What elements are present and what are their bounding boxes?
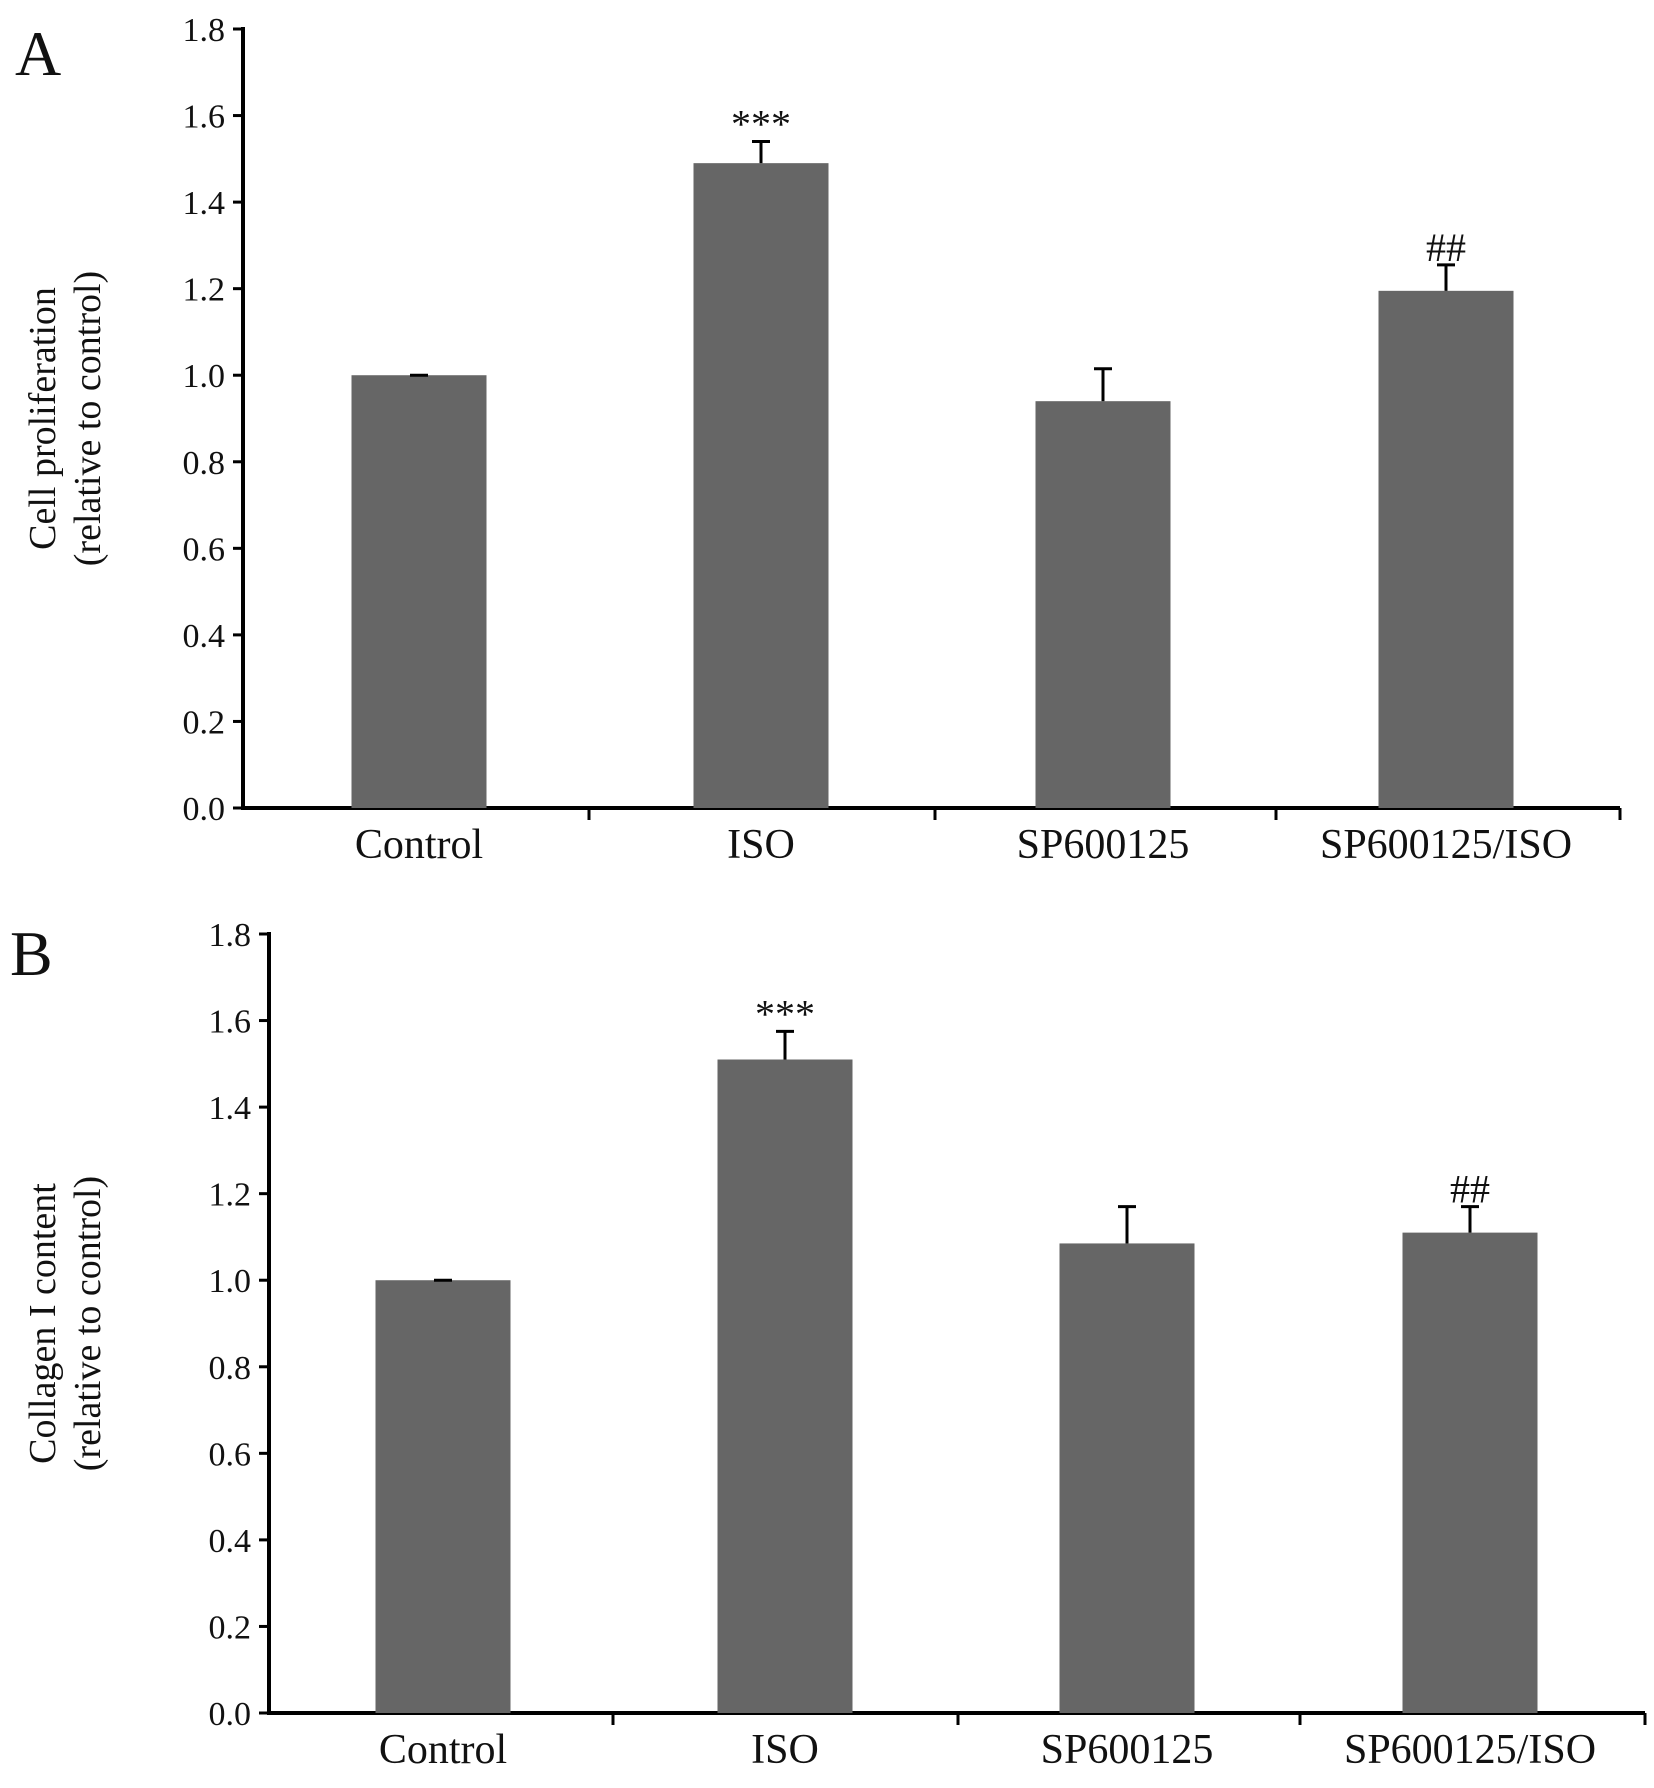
panel-b: B Collagen I content (relative to control)… (10, 917, 1647, 1773)
y-tick-label: 1.0 (209, 1263, 252, 1300)
y-tick-label: 1.4 (183, 185, 226, 222)
y-axis-label-units: (relative to control) (67, 271, 109, 566)
panel-label: A (15, 18, 61, 89)
bar-control (375, 1280, 511, 1713)
x-tick-label: SP600125 (1041, 1727, 1214, 1773)
y-tick-label: 0.0 (209, 1696, 252, 1733)
x-tick-label: ISO (751, 1727, 819, 1773)
y-tick-label: 0.4 (183, 618, 226, 655)
y-tick-label: 0.6 (183, 531, 226, 568)
y-tick-label: 1.8 (183, 12, 226, 49)
y-tick-label: 0.0 (183, 791, 226, 828)
y-tick-label: 1.6 (209, 1004, 252, 1041)
x-tick-label: ISO (727, 822, 795, 868)
bar-sp600125-iso (1378, 290, 1514, 808)
panel-label: B (10, 918, 53, 989)
y-tick-label: 1.6 (183, 99, 226, 136)
x-tick-label: Control (379, 1727, 507, 1773)
significance-marker: *** (755, 991, 815, 1036)
y-tick-label: 0.4 (209, 1523, 252, 1560)
x-tick-label: SP600125/ISO (1344, 1727, 1596, 1773)
y-axis-label: Collagen I content (22, 1183, 64, 1464)
y-axis-label-units: (relative to control) (67, 1176, 109, 1471)
bar-control (351, 375, 487, 808)
x-tick-label: Control (355, 822, 483, 868)
y-tick-label: 0.6 (209, 1436, 252, 1473)
y-tick-label: 0.8 (209, 1350, 252, 1387)
y-tick-label: 1.4 (209, 1090, 252, 1127)
significance-marker: ## (1450, 1167, 1490, 1212)
panel-a: A Cell proliferation (relative to control)… (15, 12, 1622, 868)
y-tick-label: 0.8 (183, 445, 226, 482)
y-tick-label: 0.2 (183, 704, 226, 741)
y-tick-label: 1.8 (209, 917, 252, 954)
y-tick-label: 1.2 (183, 272, 226, 309)
y-tick-label: 1.2 (209, 1177, 252, 1214)
significance-marker: ## (1426, 225, 1466, 270)
x-tick-label: SP600125 (1017, 822, 1190, 868)
x-tick-label: SP600125/ISO (1320, 822, 1572, 868)
y-axis-label: Cell proliferation (22, 287, 64, 550)
bar-iso (693, 163, 829, 808)
bar-sp600125-iso (1402, 1232, 1538, 1713)
significance-marker: *** (731, 102, 791, 147)
y-tick-label: 1.0 (183, 358, 226, 395)
bar-sp600125 (1059, 1243, 1195, 1713)
bar-iso (717, 1059, 853, 1713)
y-tick-label: 0.2 (209, 1609, 252, 1646)
bar-sp600125 (1035, 401, 1171, 808)
